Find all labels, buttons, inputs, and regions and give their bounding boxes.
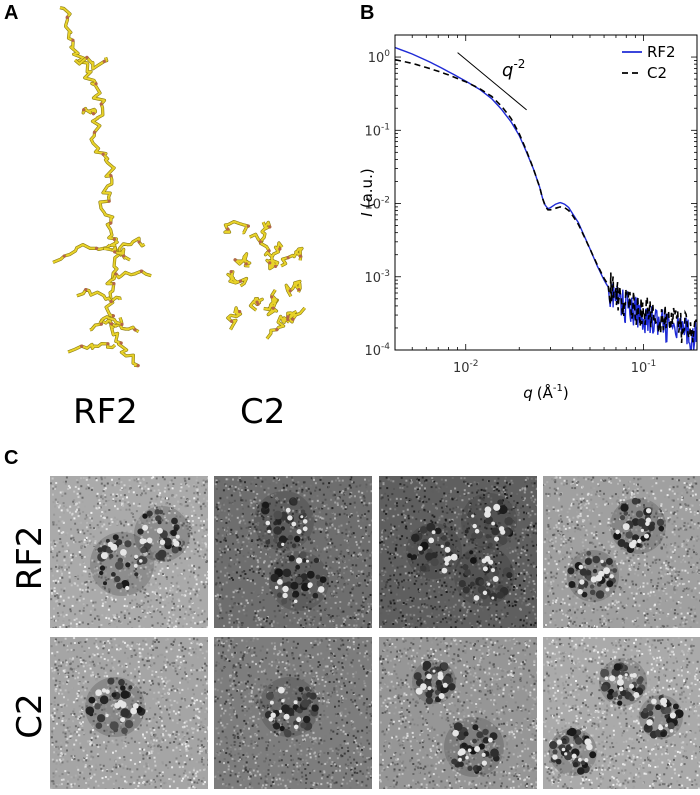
molecule-c2-strand (233, 252, 252, 268)
micrograph-image (50, 637, 208, 789)
molecule-c2-strand (248, 220, 272, 244)
molecule-rf2-branch (89, 315, 124, 332)
molecule-structures (52, 6, 306, 368)
molecule-rf2-branch (73, 55, 109, 71)
molecule-rf2-branch (111, 246, 131, 262)
micrograph-image (214, 637, 372, 789)
y-axis-label: I(a.u.) (358, 168, 376, 216)
molecule-rf2-branch (76, 288, 122, 304)
molecule-c2-strand (263, 289, 278, 312)
panel-label-a: A (4, 2, 19, 24)
legend-entry: C2 (647, 64, 667, 82)
slope-annotation: q-2 (502, 57, 525, 81)
plot-frame (394, 34, 698, 351)
molecule-c2-strand (259, 239, 284, 259)
molecule-rf2-branch (81, 106, 98, 116)
molecule-rf2-branch (52, 243, 112, 264)
micrograph-image (50, 476, 208, 628)
x-axis-label: q (Å-1) (523, 383, 569, 402)
molecule-label-c2: C2 (240, 392, 286, 432)
micrograph-row-label-c2: C2 (10, 693, 50, 739)
micrograph-image (379, 476, 537, 628)
molecule-c2-strand (226, 270, 249, 288)
axis-ticks (394, 34, 698, 351)
panel-label-b: B (360, 2, 375, 24)
micrograph-row-label-rf2: RF2 (10, 525, 50, 591)
molecule-rf2-branch (99, 317, 140, 334)
molecule-rf2-trunk (59, 6, 140, 368)
molecule-c2-strand (226, 306, 243, 331)
series-line-rf2 (395, 46, 697, 350)
molecule-c2-strand (265, 256, 280, 271)
series-line-c2 (395, 58, 697, 344)
y-tick-label: 100 (368, 49, 391, 66)
legend-entry: RF2 (647, 43, 676, 61)
molecule-rf2-branch (67, 342, 117, 354)
molecule-c2-strand (265, 314, 291, 340)
molecule-c2-strand (284, 279, 302, 298)
molecule-c2-strand (223, 220, 250, 235)
molecule-c2-strand (280, 246, 304, 268)
y-tick-label: 10-2 (364, 196, 390, 213)
molecule-label-rf2: RF2 (73, 392, 138, 432)
x-tick-label: 10-2 (453, 359, 479, 376)
micrograph-image (379, 637, 537, 789)
molecule-c2-strand (248, 297, 264, 312)
y-tick-label: 10-4 (364, 342, 390, 359)
y-tick-label: 10-1 (364, 122, 390, 139)
slope-guide-line (457, 52, 527, 111)
y-tick-label: 10-3 (364, 269, 390, 286)
panel-label-c: C (4, 447, 19, 469)
micrograph-image (543, 476, 700, 628)
x-tick-label: 10-1 (631, 359, 657, 376)
micrograph-image (214, 476, 372, 628)
micrograph-image (543, 637, 700, 789)
saxs-chart: 10-2 10-1 100 10-1 10-2 10-3 10-4 q (Å-1) I(a.u.)… (358, 34, 698, 402)
molecule-rf2-branch (111, 269, 152, 282)
